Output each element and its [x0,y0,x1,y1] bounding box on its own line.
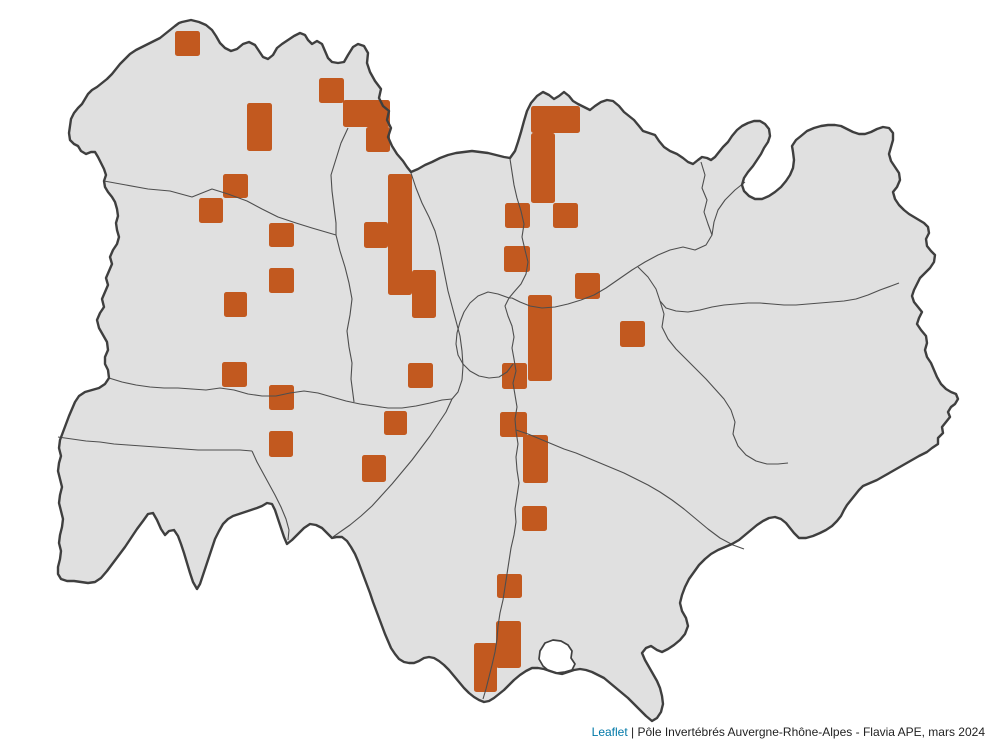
occurrence-grid-cell[interactable] [384,411,407,435]
occurrence-grid-cell[interactable] [364,222,388,248]
attribution-bar: Leaflet | Pôle Invertébrés Auvergne-Rhôn… [589,724,987,741]
department-border [482,297,520,700]
occurrence-grid-cell[interactable] [620,321,645,347]
occurrence-grid-cell[interactable] [269,268,294,293]
attribution-separator: | [627,725,638,740]
department-border [57,436,253,452]
occurrence-grid-cell[interactable] [223,174,248,198]
department-border [659,300,789,465]
occurrence-grid-cell[interactable] [247,103,272,151]
occurrence-grid-cell[interactable] [269,431,293,457]
occurrence-grid-cell[interactable] [505,203,530,228]
occurrence-grid-cell[interactable] [224,292,247,317]
occurrence-grid-cell[interactable] [522,506,547,531]
department-border [700,161,713,236]
occurrence-grid-cell[interactable] [222,362,247,387]
department-border [332,398,453,538]
occurrence-grid-cell[interactable] [408,363,433,388]
department-border [103,180,337,236]
department-border [410,172,464,400]
occurrence-grid-cell[interactable] [523,435,548,483]
occurrence-grid-cell[interactable] [497,574,522,598]
occurrence-grid-cell[interactable] [269,385,294,410]
occurrence-grid-cell[interactable] [531,106,580,133]
occurrence-grid-cell[interactable] [269,223,294,247]
department-border [637,266,900,313]
occurrence-grid-cell[interactable] [496,621,521,668]
occurrence-grid-cell[interactable] [504,246,530,272]
occurrence-grid-cell[interactable] [531,133,555,203]
occurrence-grid-cell[interactable] [388,174,412,295]
occurrence-grid-cell[interactable] [500,412,527,437]
department-border [515,429,745,550]
occurrence-grid-cell[interactable] [362,455,386,482]
occurrence-grid-cell[interactable] [412,270,436,318]
leaflet-link[interactable]: Leaflet [591,725,628,740]
occurrence-grid-cell[interactable] [366,127,390,152]
department-border [108,377,453,409]
occurrence-grid-cell[interactable] [343,100,390,127]
department-border [509,181,746,309]
department-border [251,450,290,541]
region-outline [56,18,960,723]
occurrence-grid-cell[interactable] [319,78,344,103]
department-border [455,291,514,379]
occurrence-grid-cell[interactable] [575,273,600,299]
occurrence-grid-cell[interactable] [528,295,552,381]
occurrence-grid-cell[interactable] [553,203,578,228]
occurrence-grid-cell[interactable] [199,198,223,223]
department-border [508,158,529,299]
department-border [330,127,355,403]
attribution-text: Pôle Invertébrés Auvergne-Rhône-Alpes - … [637,725,985,740]
occurrence-grid-cell[interactable] [474,643,497,692]
occurrence-grid-cell[interactable] [175,31,200,56]
